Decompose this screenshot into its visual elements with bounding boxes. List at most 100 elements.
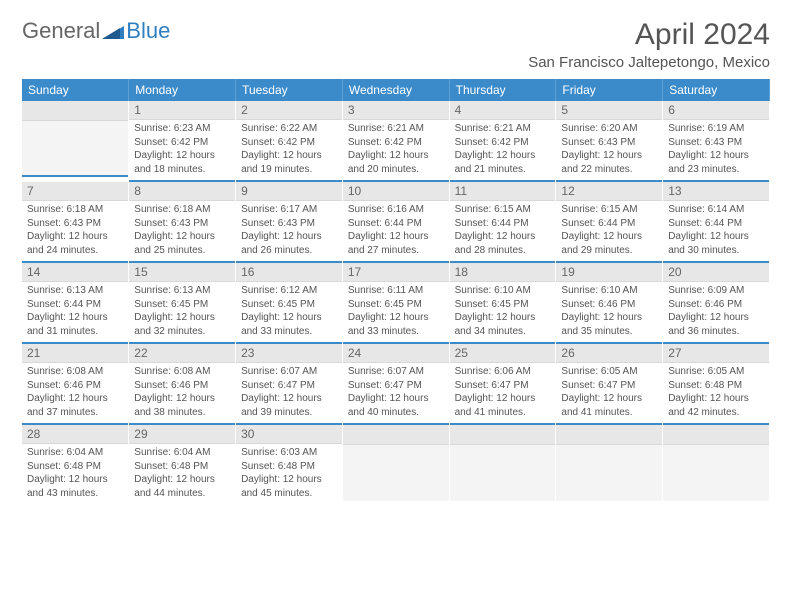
day-number: 12 xyxy=(556,182,662,201)
sunset-line: Sunset: 6:46 PM xyxy=(668,298,764,312)
daylight-line: Daylight: 12 hours and 27 minutes. xyxy=(348,230,444,257)
calendar-cell: 16Sunrise: 6:12 AMSunset: 6:45 PMDayligh… xyxy=(236,263,343,344)
calendar-cell: 10Sunrise: 6:16 AMSunset: 6:44 PMDayligh… xyxy=(342,182,449,263)
sunrise-line: Sunrise: 6:03 AM xyxy=(241,446,337,460)
daylight-line: Daylight: 12 hours and 43 minutes. xyxy=(27,473,123,500)
location: San Francisco Jaltepetongo, Mexico xyxy=(528,54,770,71)
sunset-line: Sunset: 6:42 PM xyxy=(348,136,444,150)
daylight-line: Daylight: 12 hours and 19 minutes. xyxy=(241,149,337,176)
day-body: Sunrise: 6:21 AMSunset: 6:42 PMDaylight:… xyxy=(343,120,449,182)
sunrise-line: Sunrise: 6:05 AM xyxy=(668,365,764,379)
day-number: 19 xyxy=(556,263,662,282)
sunrise-line: Sunrise: 6:10 AM xyxy=(455,284,551,298)
sunset-line: Sunset: 6:45 PM xyxy=(455,298,551,312)
day-number: 30 xyxy=(236,425,342,444)
weekday-header: Friday xyxy=(556,79,663,101)
daylight-line: Daylight: 12 hours and 34 minutes. xyxy=(455,311,551,338)
sunrise-line: Sunrise: 6:08 AM xyxy=(27,365,123,379)
daylight-line: Daylight: 12 hours and 25 minutes. xyxy=(134,230,230,257)
sunset-line: Sunset: 6:44 PM xyxy=(668,217,764,231)
daylight-line: Daylight: 12 hours and 35 minutes. xyxy=(561,311,657,338)
empty-daynum xyxy=(450,425,556,445)
empty-body xyxy=(22,121,128,177)
sunrise-line: Sunrise: 6:04 AM xyxy=(134,446,230,460)
daylight-line: Daylight: 12 hours and 41 minutes. xyxy=(561,392,657,419)
day-body: Sunrise: 6:05 AMSunset: 6:48 PMDaylight:… xyxy=(663,363,769,425)
day-number: 1 xyxy=(129,101,235,120)
sunset-line: Sunset: 6:43 PM xyxy=(241,217,337,231)
calendar-cell: 19Sunrise: 6:10 AMSunset: 6:46 PMDayligh… xyxy=(556,263,663,344)
day-body: Sunrise: 6:15 AMSunset: 6:44 PMDaylight:… xyxy=(450,201,556,263)
sunset-line: Sunset: 6:42 PM xyxy=(241,136,337,150)
sunrise-line: Sunrise: 6:06 AM xyxy=(455,365,551,379)
sunset-line: Sunset: 6:44 PM xyxy=(561,217,657,231)
calendar-cell: 29Sunrise: 6:04 AMSunset: 6:48 PMDayligh… xyxy=(129,425,236,504)
day-number: 8 xyxy=(129,182,235,201)
daylight-line: Daylight: 12 hours and 40 minutes. xyxy=(348,392,444,419)
day-body: Sunrise: 6:07 AMSunset: 6:47 PMDaylight:… xyxy=(343,363,449,425)
daylight-line: Daylight: 12 hours and 22 minutes. xyxy=(561,149,657,176)
day-number: 23 xyxy=(236,344,342,363)
daylight-line: Daylight: 12 hours and 26 minutes. xyxy=(241,230,337,257)
calendar-cell: 3Sunrise: 6:21 AMSunset: 6:42 PMDaylight… xyxy=(342,101,449,182)
sunset-line: Sunset: 6:47 PM xyxy=(455,379,551,393)
daylight-line: Daylight: 12 hours and 44 minutes. xyxy=(134,473,230,500)
sunrise-line: Sunrise: 6:14 AM xyxy=(668,203,764,217)
daylight-line: Daylight: 12 hours and 30 minutes. xyxy=(668,230,764,257)
day-number: 25 xyxy=(450,344,556,363)
day-body: Sunrise: 6:18 AMSunset: 6:43 PMDaylight:… xyxy=(129,201,235,263)
calendar-cell: 4Sunrise: 6:21 AMSunset: 6:42 PMDaylight… xyxy=(449,101,556,182)
calendar-cell: 12Sunrise: 6:15 AMSunset: 6:44 PMDayligh… xyxy=(556,182,663,263)
daylight-line: Daylight: 12 hours and 24 minutes. xyxy=(27,230,123,257)
day-body: Sunrise: 6:03 AMSunset: 6:48 PMDaylight:… xyxy=(236,444,342,504)
calendar-cell: 7Sunrise: 6:18 AMSunset: 6:43 PMDaylight… xyxy=(22,182,129,263)
calendar-row: 7Sunrise: 6:18 AMSunset: 6:43 PMDaylight… xyxy=(22,182,770,263)
day-number: 3 xyxy=(343,101,449,120)
calendar-cell: 5Sunrise: 6:20 AMSunset: 6:43 PMDaylight… xyxy=(556,101,663,182)
daylight-line: Daylight: 12 hours and 33 minutes. xyxy=(241,311,337,338)
sunrise-line: Sunrise: 6:13 AM xyxy=(134,284,230,298)
sunset-line: Sunset: 6:44 PM xyxy=(348,217,444,231)
logo-text-general: General xyxy=(22,18,100,44)
day-number: 7 xyxy=(22,182,128,201)
weekday-header: Thursday xyxy=(449,79,556,101)
day-body: Sunrise: 6:12 AMSunset: 6:45 PMDaylight:… xyxy=(236,282,342,344)
calendar-cell: 13Sunrise: 6:14 AMSunset: 6:44 PMDayligh… xyxy=(663,182,770,263)
sunrise-line: Sunrise: 6:19 AM xyxy=(668,122,764,136)
sunset-line: Sunset: 6:45 PM xyxy=(348,298,444,312)
day-body: Sunrise: 6:16 AMSunset: 6:44 PMDaylight:… xyxy=(343,201,449,263)
sunset-line: Sunset: 6:44 PM xyxy=(455,217,551,231)
calendar-cell: 25Sunrise: 6:06 AMSunset: 6:47 PMDayligh… xyxy=(449,344,556,425)
logo: General Blue xyxy=(22,18,170,44)
sunset-line: Sunset: 6:47 PM xyxy=(348,379,444,393)
day-number: 29 xyxy=(129,425,235,444)
sunset-line: Sunset: 6:43 PM xyxy=(668,136,764,150)
day-body: Sunrise: 6:04 AMSunset: 6:48 PMDaylight:… xyxy=(129,444,235,504)
calendar-head: SundayMondayTuesdayWednesdayThursdayFrid… xyxy=(22,79,770,101)
sunrise-line: Sunrise: 6:09 AM xyxy=(668,284,764,298)
calendar-cell xyxy=(663,425,770,504)
weekday-header: Wednesday xyxy=(342,79,449,101)
sunset-line: Sunset: 6:44 PM xyxy=(27,298,123,312)
header: General Blue April 2024 San Francisco Ja… xyxy=(22,18,770,71)
sunrise-line: Sunrise: 6:11 AM xyxy=(348,284,444,298)
sunrise-line: Sunrise: 6:16 AM xyxy=(348,203,444,217)
day-body: Sunrise: 6:08 AMSunset: 6:46 PMDaylight:… xyxy=(22,363,128,425)
day-number: 10 xyxy=(343,182,449,201)
calendar-cell: 26Sunrise: 6:05 AMSunset: 6:47 PMDayligh… xyxy=(556,344,663,425)
day-body: Sunrise: 6:10 AMSunset: 6:45 PMDaylight:… xyxy=(450,282,556,344)
calendar-cell: 14Sunrise: 6:13 AMSunset: 6:44 PMDayligh… xyxy=(22,263,129,344)
sunset-line: Sunset: 6:45 PM xyxy=(241,298,337,312)
day-body: Sunrise: 6:13 AMSunset: 6:45 PMDaylight:… xyxy=(129,282,235,344)
daylight-line: Daylight: 12 hours and 20 minutes. xyxy=(348,149,444,176)
daylight-line: Daylight: 12 hours and 28 minutes. xyxy=(455,230,551,257)
calendar-cell: 27Sunrise: 6:05 AMSunset: 6:48 PMDayligh… xyxy=(663,344,770,425)
calendar-cell: 24Sunrise: 6:07 AMSunset: 6:47 PMDayligh… xyxy=(342,344,449,425)
calendar-cell: 15Sunrise: 6:13 AMSunset: 6:45 PMDayligh… xyxy=(129,263,236,344)
daylight-line: Daylight: 12 hours and 37 minutes. xyxy=(27,392,123,419)
sunrise-line: Sunrise: 6:05 AM xyxy=(561,365,657,379)
sunset-line: Sunset: 6:46 PM xyxy=(27,379,123,393)
day-number: 14 xyxy=(22,263,128,282)
day-body: Sunrise: 6:11 AMSunset: 6:45 PMDaylight:… xyxy=(343,282,449,344)
daylight-line: Daylight: 12 hours and 31 minutes. xyxy=(27,311,123,338)
